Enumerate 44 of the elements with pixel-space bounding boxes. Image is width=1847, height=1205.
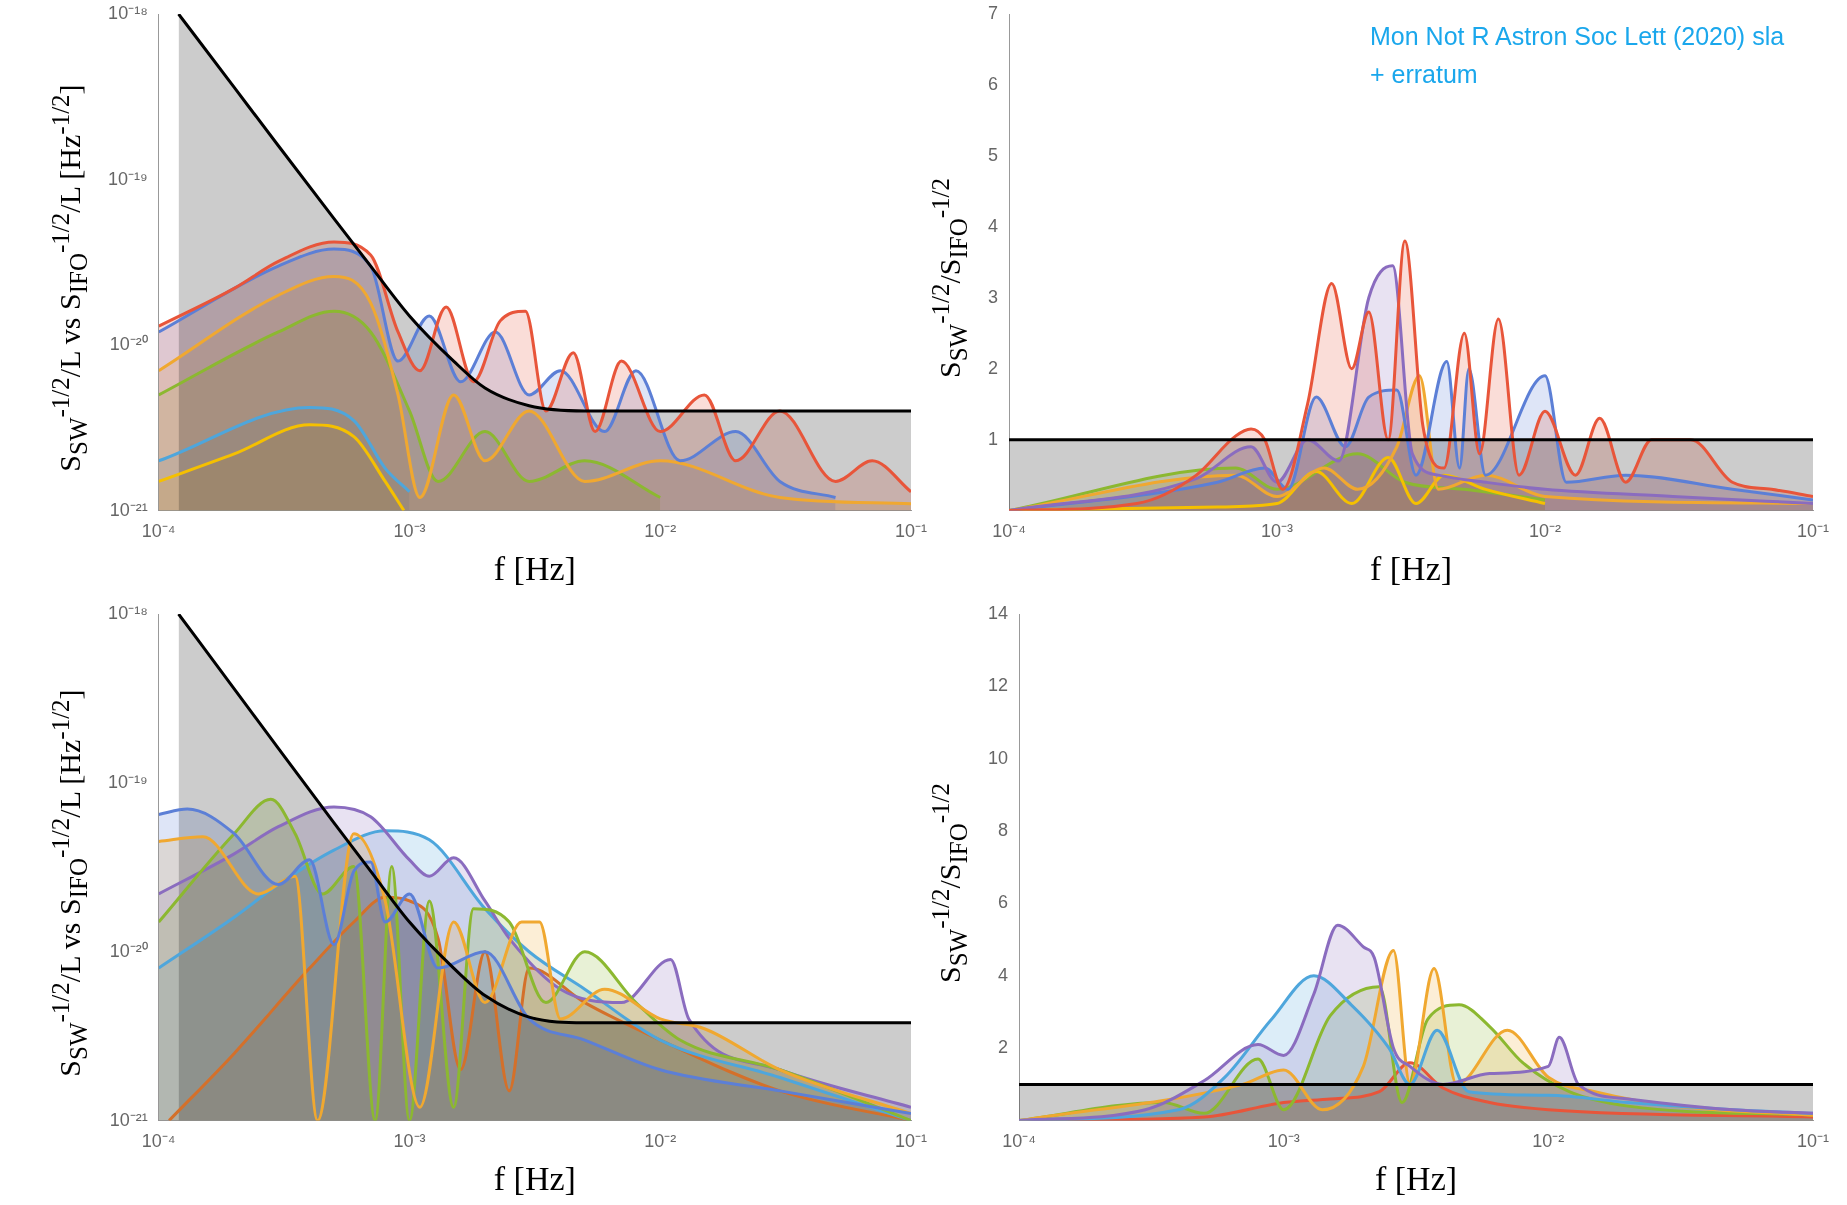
x-tick-label: 10⁻¹ xyxy=(894,1131,928,1152)
x-tick-label: 10⁻² xyxy=(1529,521,1562,542)
y-tick-label: 10⁻²¹ xyxy=(109,1109,148,1130)
x-tick-label: 10⁻¹ xyxy=(1796,521,1830,542)
y-tick-label: 7 xyxy=(988,2,999,23)
x-tick-label: 10⁻² xyxy=(644,1131,677,1152)
y-tick-label: 10⁻¹⁹ xyxy=(107,168,148,189)
y-tick-label: 4 xyxy=(988,215,999,236)
x-axis-title: f [Hz] xyxy=(493,1159,576,1197)
y-tick-label: 8 xyxy=(998,820,1009,841)
y-tick-label: 10⁻¹⁸ xyxy=(108,2,148,23)
x-tick-label: 10⁻² xyxy=(1532,1131,1565,1152)
x-axis-title: f [Hz] xyxy=(493,549,576,587)
y-tick-label: 2 xyxy=(988,357,999,378)
y-tick-label: 10⁻²¹ xyxy=(109,499,148,520)
y-tick-label: 10⁻¹⁹ xyxy=(107,771,148,792)
y-tick-label: 5 xyxy=(988,144,999,165)
x-tick-label: 10⁻⁴ xyxy=(1002,1131,1036,1152)
y-tick-label: 4 xyxy=(998,964,1009,985)
y-tick-label: 12 xyxy=(987,675,1009,696)
y-tick-label: 10⁻²⁰ xyxy=(109,334,148,355)
y-tick-label: 10⁻²⁰ xyxy=(109,940,148,961)
x-tick-label: 10⁻⁴ xyxy=(992,521,1026,542)
x-axis-title: f [Hz] xyxy=(1374,1159,1458,1197)
x-tick-label: 10⁻⁴ xyxy=(141,1131,176,1152)
y-tick-label: 6 xyxy=(988,73,999,94)
y-tick-label: 2 xyxy=(998,1037,1009,1058)
x-tick-label: 10⁻¹ xyxy=(1796,1131,1830,1152)
x-tick-label: 10⁻³ xyxy=(1261,521,1294,542)
annotation: Mon Not R Astron Soc Lett (2020) sla xyxy=(1370,21,1785,52)
y-tick-label: 3 xyxy=(988,286,999,307)
x-axis-title: f [Hz] xyxy=(1369,549,1453,587)
x-tick-label: 10⁻³ xyxy=(1267,1131,1300,1152)
y-tick-label: 1 xyxy=(988,428,999,449)
x-tick-label: 10⁻⁴ xyxy=(141,521,176,542)
x-tick-label: 10⁻³ xyxy=(393,1131,426,1152)
y-tick-label: 14 xyxy=(987,602,1009,623)
annotation: + erratum xyxy=(1370,59,1478,90)
y-tick-label: 10 xyxy=(987,747,1009,768)
y-tick-label: 6 xyxy=(998,892,1009,913)
x-tick-label: 10⁻² xyxy=(644,521,677,542)
x-tick-label: 10⁻³ xyxy=(393,521,426,542)
x-tick-label: 10⁻¹ xyxy=(894,521,928,542)
y-tick-label: 10⁻¹⁸ xyxy=(108,602,148,623)
